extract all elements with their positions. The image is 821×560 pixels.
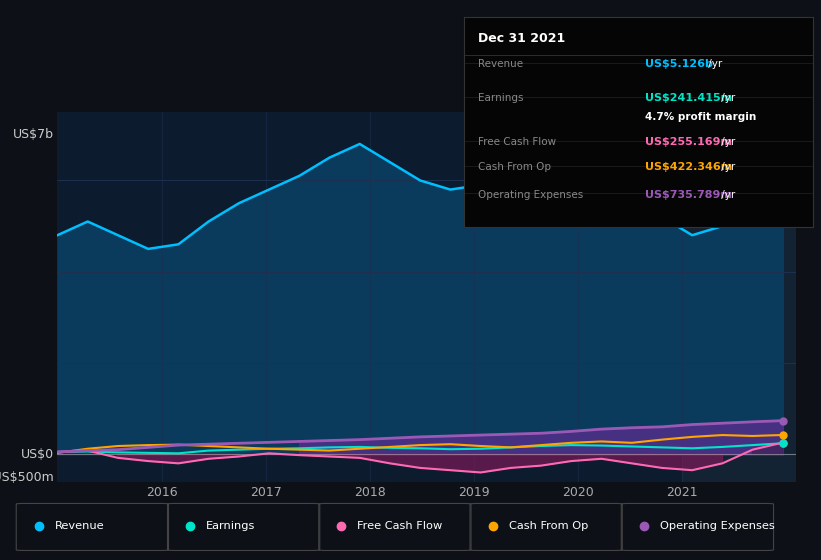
Text: US$241.415m: US$241.415m xyxy=(645,93,732,103)
Text: /yr: /yr xyxy=(718,93,736,103)
Text: US$422.346m: US$422.346m xyxy=(645,162,732,172)
Text: Operating Expenses: Operating Expenses xyxy=(660,521,775,531)
Text: /yr: /yr xyxy=(718,137,736,147)
Text: Operating Expenses: Operating Expenses xyxy=(478,189,583,199)
Text: /yr: /yr xyxy=(718,189,736,199)
Text: Revenue: Revenue xyxy=(55,521,104,531)
Text: US$7b: US$7b xyxy=(13,128,54,141)
Text: 4.7% profit margin: 4.7% profit margin xyxy=(645,112,757,122)
Text: US$255.169m: US$255.169m xyxy=(645,137,732,147)
Text: Earnings: Earnings xyxy=(206,521,255,531)
Bar xyxy=(682,112,807,482)
Text: Dec 31 2021: Dec 31 2021 xyxy=(478,31,565,44)
Text: /yr: /yr xyxy=(705,59,722,69)
Text: Free Cash Flow: Free Cash Flow xyxy=(357,521,443,531)
Text: US$0: US$0 xyxy=(21,448,54,461)
Text: -US$500m: -US$500m xyxy=(0,470,54,483)
Text: Revenue: Revenue xyxy=(478,59,523,69)
Text: /yr: /yr xyxy=(718,162,736,172)
Text: US$5.126b: US$5.126b xyxy=(645,59,713,69)
Text: Free Cash Flow: Free Cash Flow xyxy=(478,137,556,147)
Text: Earnings: Earnings xyxy=(478,93,523,103)
Text: US$735.789m: US$735.789m xyxy=(645,189,732,199)
Text: Cash From Op: Cash From Op xyxy=(509,521,588,531)
Text: Cash From Op: Cash From Op xyxy=(478,162,551,172)
